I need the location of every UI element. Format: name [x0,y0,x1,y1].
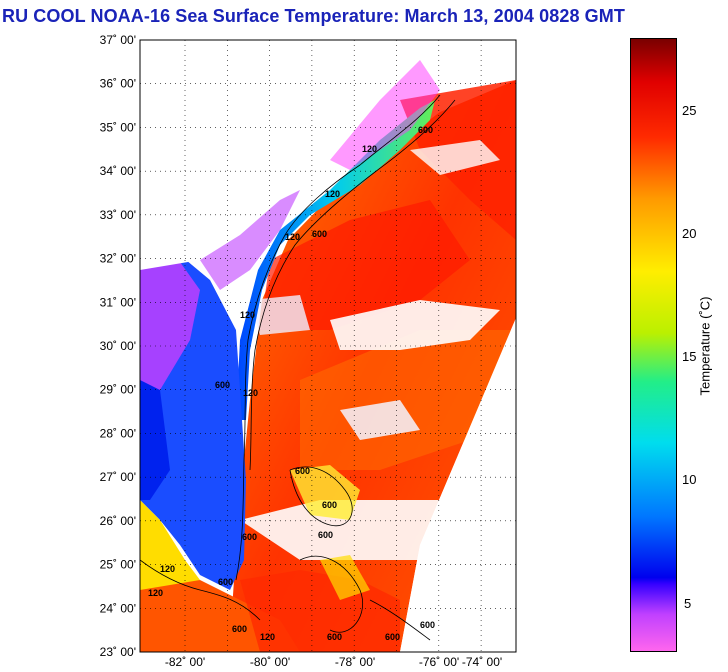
depth-contours [140,94,456,641]
contour-label: 600 [295,466,310,476]
colorbar-tick-15: 15 [682,349,697,364]
latitude-tick-label: 36˚ 00' [100,77,136,91]
longitude-tick-label: -80˚ 00' [250,655,290,669]
colorbar-tick-5: 5 [684,596,692,611]
contour-label: 600 [215,380,230,390]
longitude-axis: -82˚ 00' -80˚ 00' -78˚ 00' -76˚ 00' -74˚ 00' [165,655,502,669]
shelf-water [236,100,435,420]
colorbar-tick-20: 20 [682,226,697,241]
contour-label: 120 [285,232,300,242]
plot-frame [139,39,517,653]
latitude-tick-label: 24˚ 00' [100,601,136,615]
colorbar-title: Temperature (˚C) [697,296,713,396]
colorbar-tick-25: 25 [682,103,697,118]
latitude-tick-label: 25˚ 00' [100,558,136,572]
latitude-axis: 37˚ 00' 36˚ 00' 35˚ 00' 34˚ 00' 33˚ 00' 32˚ 0… [100,33,136,659]
latitude-tick-label: 30˚ 00' [100,339,136,353]
contour-label: 600 [327,632,342,642]
latitude-tick-label: 23˚ 00' [100,645,136,659]
latitude-tick-label: 29˚ 00' [100,383,136,397]
contour-label: 600 [312,229,327,239]
longitude-tick-label: -74˚ 00' [462,655,502,669]
sst-image [140,40,516,652]
latitude-tick-label: 34˚ 00' [100,164,136,178]
temperature-colorbar [630,38,677,652]
map-title: RU COOL NOAA-16 Sea Surface Temperature:… [2,6,625,26]
contour-label: 600 [242,532,257,542]
contour-label: 600 [385,632,400,642]
contour-label-group: 600 120 120 120 600 120 600 120 600 600 600 600 600 1… [148,125,435,642]
latitude-tick-label: 28˚ 00' [100,426,136,440]
contour-label: 120 [325,189,340,199]
longitude-tick-label: -76˚ 00' [419,655,459,669]
colorbar-tick-10: 10 [682,472,697,487]
contour-label: 120 [240,310,255,320]
contour-label: 120 [362,144,377,154]
longitude-tick-label: -78˚ 00' [335,655,375,669]
contour-label: 600 [418,125,433,135]
contour-label: 120 [260,632,275,642]
contour-label: 600 [318,530,333,540]
contour-label: 120 [148,588,163,598]
latitude-tick-label: 26˚ 00' [100,514,136,528]
contour-label: 600 [322,500,337,510]
latitude-tick-label: 35˚ 00' [100,120,136,134]
latitude-tick-label: 32˚ 00' [100,252,136,266]
latitude-tick-label: 27˚ 00' [100,470,136,484]
latitude-tick-label: 37˚ 00' [100,33,136,47]
latitude-tick-label: 31˚ 00' [100,295,136,309]
latitude-tick-label: 33˚ 00' [100,208,136,222]
contour-label: 120 [160,564,175,574]
graticule [140,40,516,652]
contour-label: 600 [232,624,247,634]
longitude-tick-label: -82˚ 00' [165,655,205,669]
contour-label: 600 [420,620,435,630]
contour-label: 600 [218,577,233,587]
contour-label: 120 [243,388,258,398]
